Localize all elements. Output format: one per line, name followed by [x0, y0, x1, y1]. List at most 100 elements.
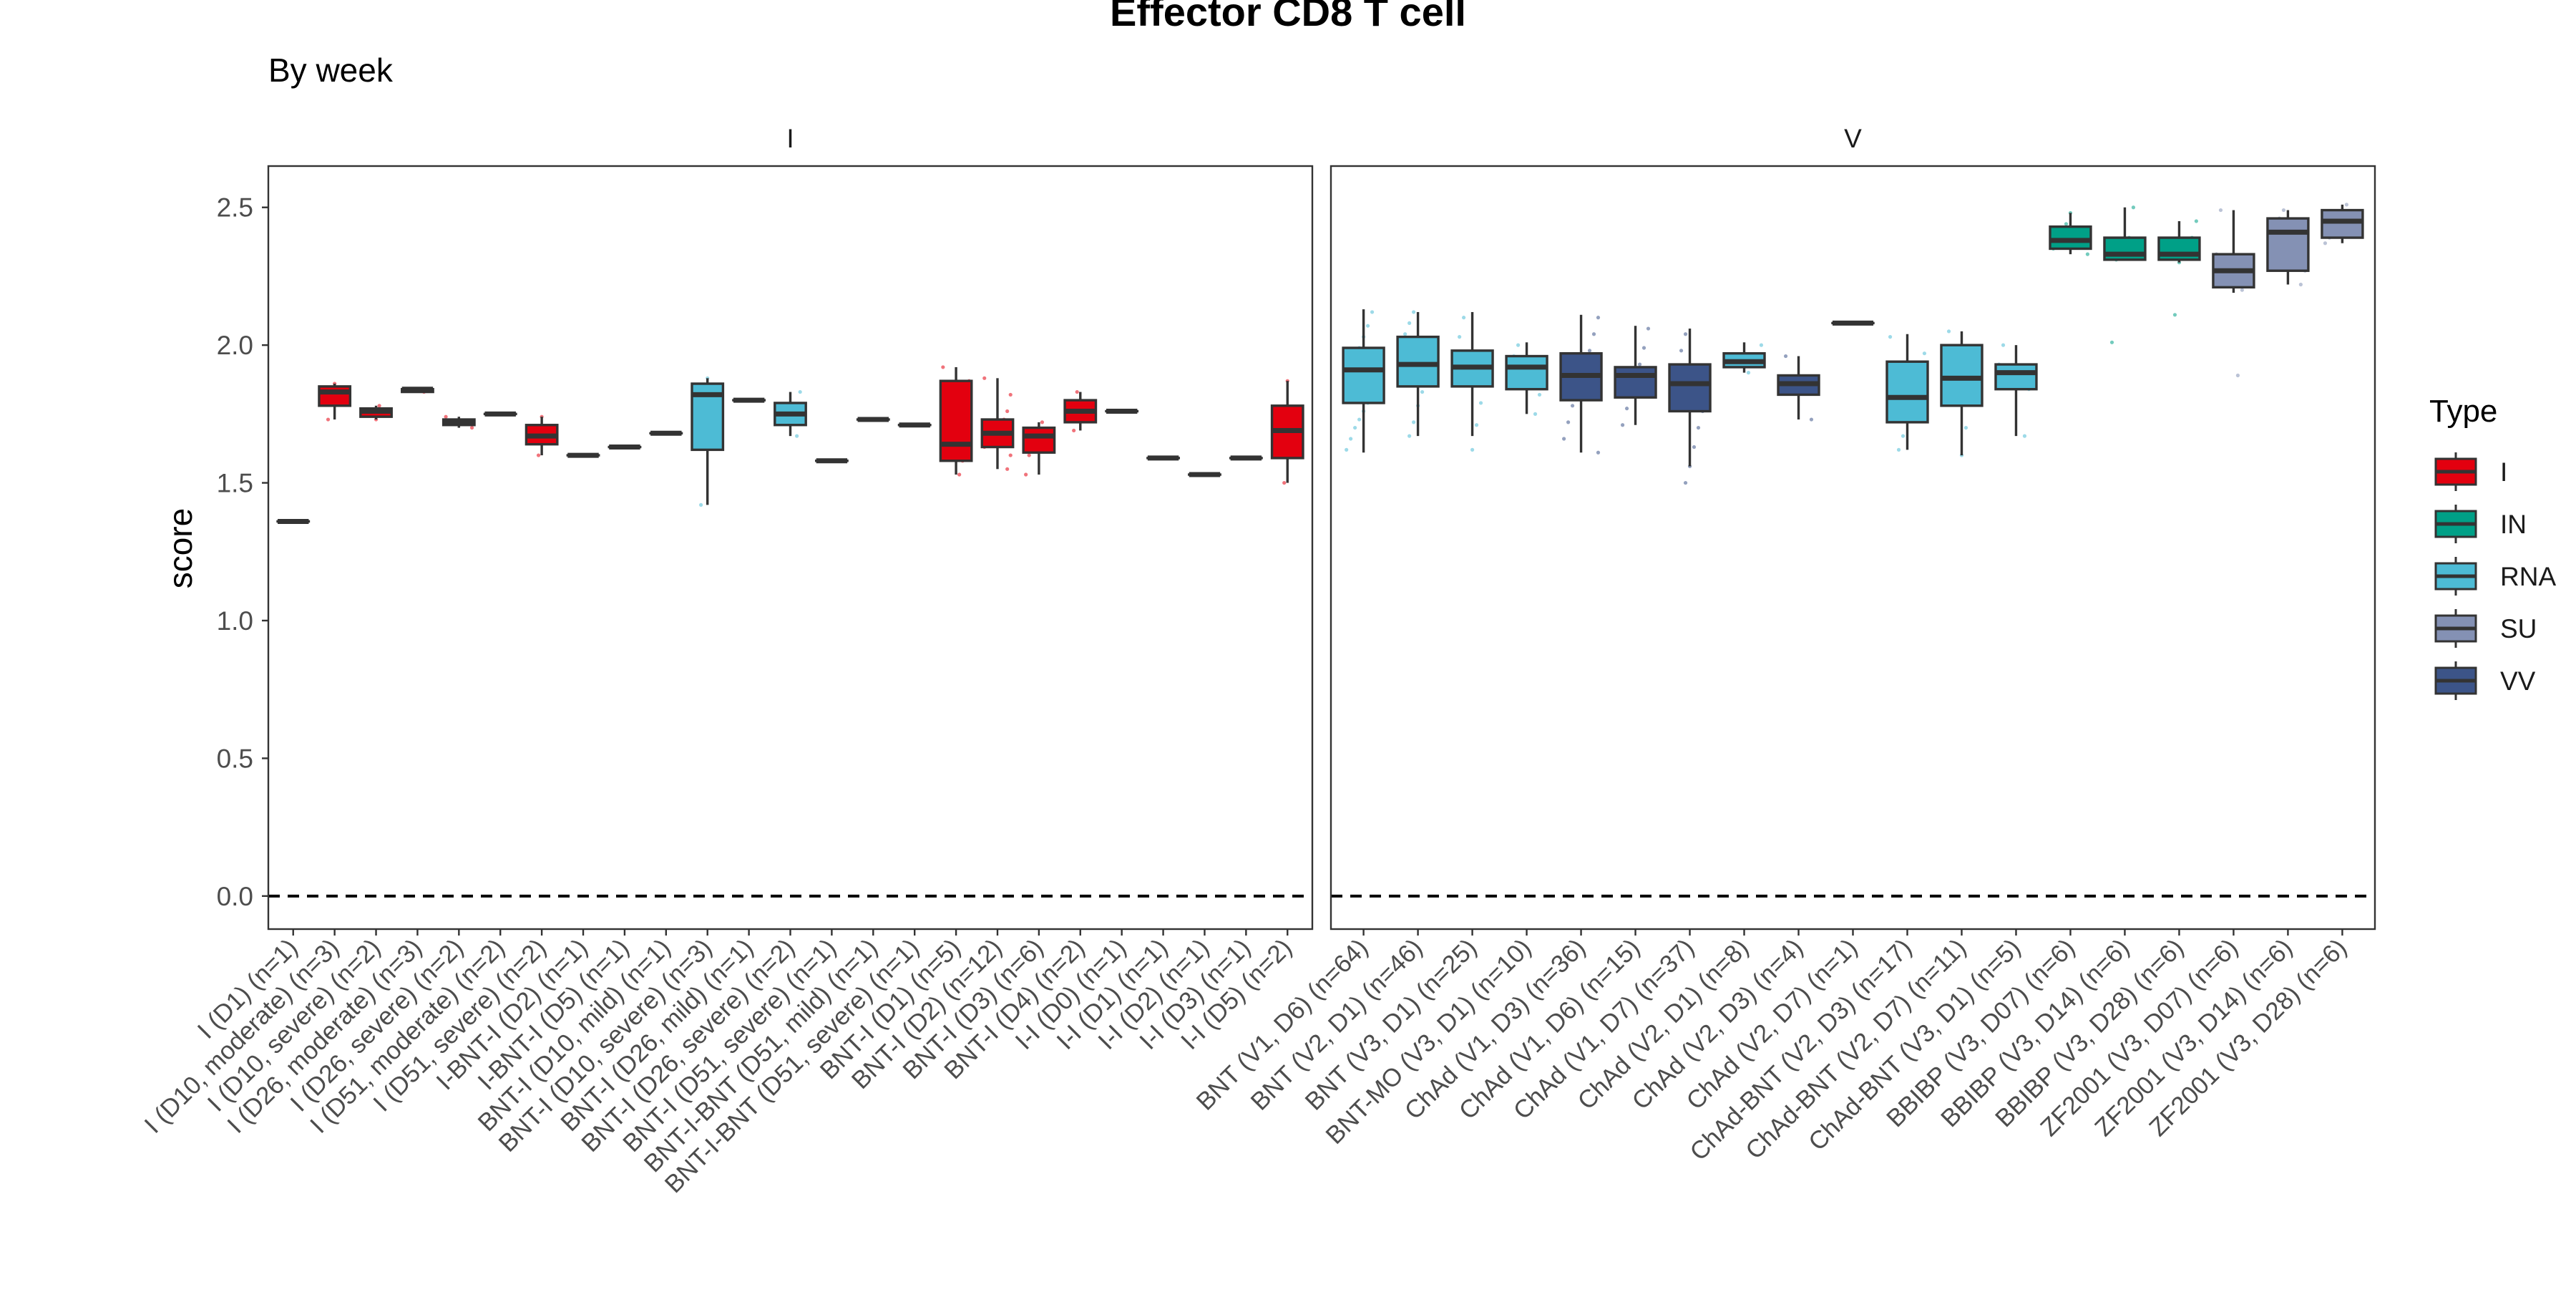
panel-strip-label: V	[1844, 124, 1862, 153]
box-body	[319, 387, 350, 406]
data-point	[1005, 467, 1009, 471]
box-11: ChAd-BNT (V2, D3) (n=17)	[1684, 334, 1928, 1166]
data-point	[2236, 374, 2240, 377]
data-point	[1475, 423, 1478, 427]
legend-item-vv: VV	[2436, 661, 2536, 700]
panels: II (D1) (n=1)I (D10, moderate) (n=3)I (D…	[139, 124, 2375, 1198]
panel-strip-label: I	[786, 124, 794, 153]
data-point	[982, 377, 986, 380]
data-point	[1412, 310, 1415, 314]
data-point	[941, 365, 945, 369]
data-point	[1684, 481, 1687, 485]
data-point	[1596, 316, 1600, 319]
data-point	[1009, 453, 1013, 457]
data-point	[1692, 445, 1696, 449]
box-body	[1506, 356, 1547, 389]
data-point	[1458, 335, 1461, 339]
data-point	[377, 404, 381, 407]
data-point	[957, 472, 961, 476]
y-tick-label: 0.5	[217, 744, 253, 773]
data-point	[1516, 344, 1520, 347]
chart-title: Effector CD8 T cell	[1110, 0, 1466, 34]
data-point	[1072, 429, 1075, 432]
data-point	[2323, 241, 2327, 245]
data-point	[2086, 253, 2089, 256]
panel-border	[268, 166, 1312, 929]
legend-item-label: SU	[2500, 614, 2537, 643]
legend-item-i: I	[2436, 452, 2507, 491]
data-point	[1638, 362, 1641, 366]
data-point	[795, 434, 799, 438]
data-point	[1403, 332, 1407, 336]
y-tick-label: 2.5	[217, 193, 253, 223]
data-point	[1964, 426, 1968, 429]
data-point	[1407, 434, 1411, 438]
data-point	[1592, 332, 1596, 336]
data-point	[1679, 349, 1683, 352]
data-point	[1625, 407, 1629, 410]
box-body	[1669, 364, 1710, 411]
data-point	[1538, 393, 1541, 397]
data-point	[2282, 208, 2285, 212]
data-point	[444, 415, 447, 419]
data-point	[1349, 437, 1352, 440]
box-body	[1615, 367, 1656, 397]
legend-item-label: VV	[2500, 666, 2536, 696]
data-point	[1479, 401, 1483, 404]
box-body	[940, 381, 971, 461]
data-point	[1697, 426, 1700, 429]
box-body	[1397, 337, 1438, 387]
box-13: ChAd-BNT (V3, D1) (n=5)	[1803, 344, 2036, 1157]
data-point	[799, 390, 802, 394]
y-axis-label: score	[162, 508, 199, 588]
data-point	[1747, 371, 1750, 374]
box-body	[1887, 361, 1928, 422]
data-point	[2173, 313, 2177, 316]
data-point	[1024, 472, 1028, 476]
box-12: ChAd-BNT (V2, D7) (n=11)	[1740, 329, 1982, 1165]
data-point	[1282, 481, 1286, 485]
box-body	[2050, 227, 2091, 249]
data-point	[1923, 351, 1926, 355]
data-point	[1760, 344, 1763, 347]
data-point	[470, 426, 474, 429]
legend-item-rna: RNA	[2436, 557, 2556, 596]
data-point	[2345, 203, 2348, 206]
data-point	[1075, 390, 1079, 394]
data-point	[1040, 420, 1044, 424]
data-point	[1646, 326, 1650, 330]
data-point	[2219, 208, 2223, 212]
panel-I: II (D1) (n=1)I (D10, moderate) (n=3)I (D…	[139, 124, 1312, 1198]
data-point	[1684, 332, 1687, 336]
data-point	[1533, 412, 1537, 416]
y-tick-label: 2.0	[217, 331, 253, 360]
data-point	[1596, 451, 1600, 455]
legend-item-su: SU	[2436, 609, 2537, 648]
legend: Type I IN RNA SU VV	[2429, 394, 2556, 700]
data-point	[1470, 448, 1474, 452]
data-point	[2299, 283, 2303, 286]
legend-item-in: IN	[2436, 505, 2527, 543]
box-body	[1996, 364, 2036, 389]
data-point	[1370, 310, 1374, 314]
data-point	[1562, 437, 1566, 440]
data-point	[326, 417, 330, 421]
data-point	[1621, 423, 1624, 427]
data-point	[1005, 409, 1009, 413]
box-body	[1941, 345, 1982, 406]
box-body	[2268, 218, 2308, 271]
data-point	[537, 453, 540, 457]
legend-title: Type	[2429, 394, 2497, 429]
data-point	[2132, 205, 2135, 209]
data-point	[1810, 417, 1813, 421]
data-point	[699, 503, 703, 507]
y-tick-label: 0.0	[217, 882, 253, 911]
data-point	[1009, 393, 1013, 397]
legend-item-label: I	[2500, 457, 2507, 487]
data-point	[1412, 420, 1415, 424]
data-point	[1566, 420, 1570, 424]
data-point	[1420, 390, 1424, 394]
data-point	[1353, 426, 1357, 429]
